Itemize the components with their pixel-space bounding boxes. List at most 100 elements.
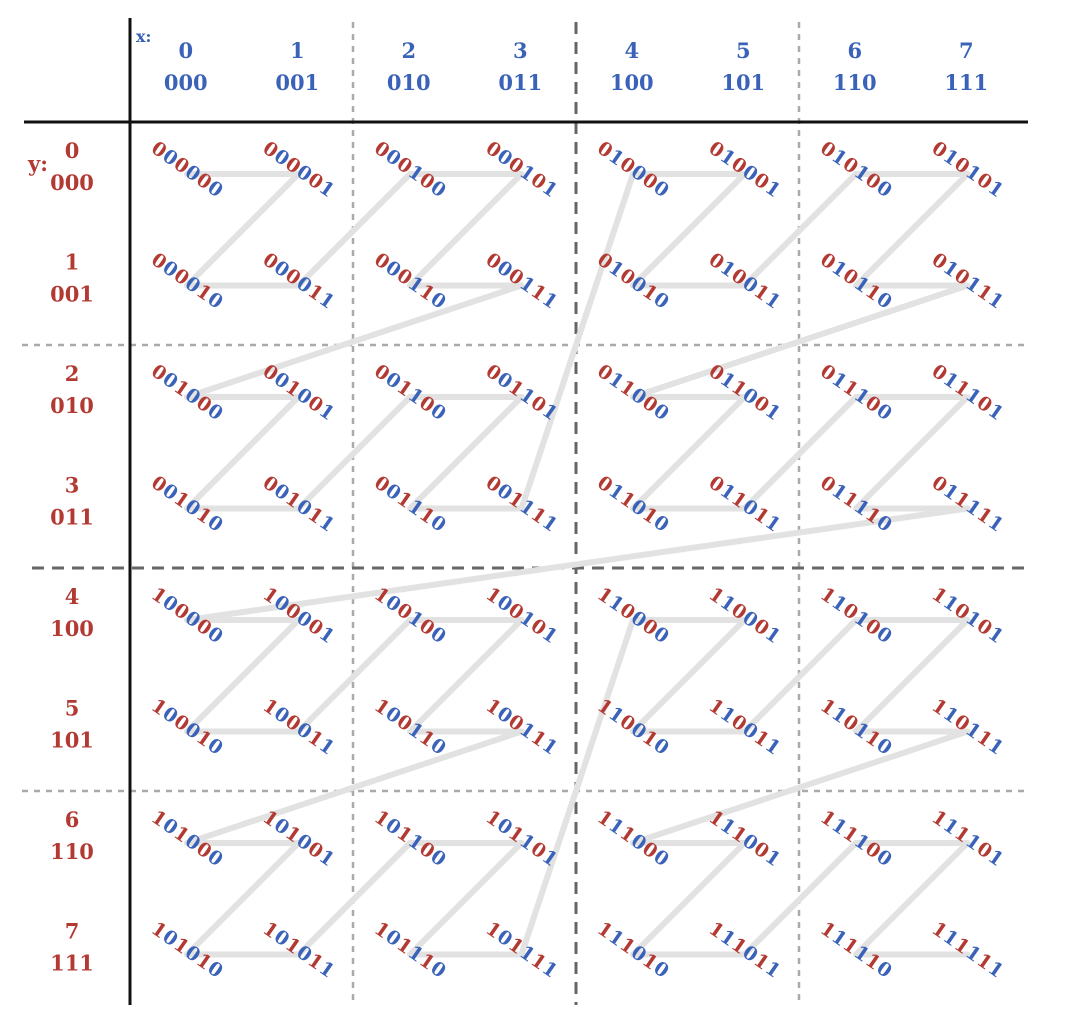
curve-segment [630, 617, 748, 735]
cell-code: 100010 [147, 695, 227, 760]
row-header-binary: 001 [50, 281, 94, 306]
curve-segment [184, 505, 971, 623]
row-header-decimal: 5 [65, 695, 80, 720]
column-header-binary: 110 [833, 70, 877, 95]
curve-segment [741, 394, 859, 512]
cell-code: 101100 [370, 806, 450, 871]
curve-segment [853, 394, 971, 512]
row-header-decimal: 0 [65, 138, 80, 163]
cell-code: 010111 [928, 249, 1008, 314]
cell-code: 000001 [259, 137, 339, 202]
cell-code: 001111 [482, 472, 562, 537]
row-header-binary: 100 [50, 616, 94, 641]
curve-segment [853, 617, 971, 735]
cell-code: 110001 [705, 583, 785, 648]
cell-code: 100000 [147, 583, 227, 648]
column-header-decimal: 6 [847, 38, 862, 63]
cell-code: 000100 [370, 137, 450, 202]
column-header-decimal: 2 [401, 38, 416, 63]
cell-code: 011111 [928, 472, 1008, 537]
cell-code: 001101 [482, 360, 562, 425]
row-header-binary: 101 [50, 727, 94, 752]
curve-segment [407, 617, 525, 735]
cell-code: 110011 [705, 695, 785, 760]
cell-code: 011101 [928, 360, 1008, 425]
row-header-decimal: 4 [65, 584, 80, 609]
curve-segment [518, 617, 636, 958]
curve-segment [630, 728, 971, 846]
row-header-binary: 111 [50, 950, 94, 975]
curve-segment [184, 394, 302, 512]
cell-code: 000000 [147, 137, 227, 202]
curve-segment [741, 840, 859, 958]
cell-code: 001100 [370, 360, 450, 425]
x-axis-label: x: [136, 27, 151, 46]
cell-code: 111001 [705, 806, 785, 871]
column-header-decimal: 3 [513, 38, 528, 63]
cell-code: 111000 [593, 806, 673, 871]
cell-code: 100100 [370, 583, 450, 648]
curve-segment [518, 171, 636, 512]
cell-code: 111101 [928, 806, 1008, 871]
curve-segment [295, 840, 413, 958]
cell-code: 001110 [370, 472, 450, 537]
curve-segment [184, 282, 525, 400]
cell-code: 101010 [147, 918, 227, 983]
row-header-binary: 011 [50, 504, 94, 529]
cell-code: 011010 [593, 472, 673, 537]
curve-segment [184, 840, 302, 958]
curve-segment [295, 171, 413, 289]
cell-code: 110010 [593, 695, 673, 760]
cell-code: 110111 [928, 695, 1008, 760]
row-header-decimal: 7 [65, 918, 80, 943]
curve-segment [184, 728, 525, 846]
column-header-decimal: 1 [290, 38, 305, 63]
cell-code: 000110 [370, 249, 450, 314]
cell-code: 000111 [482, 249, 562, 314]
axes [24, 18, 1028, 1005]
cell-code: 110100 [816, 583, 896, 648]
curve-segment [630, 394, 748, 512]
cell-code: 000010 [147, 249, 227, 314]
curve-segment [853, 171, 971, 289]
cell-code: 101111 [482, 918, 562, 983]
column-header-decimal: 7 [959, 38, 974, 63]
cell-code: 111111 [928, 918, 1008, 983]
grid-lines [22, 22, 1026, 1005]
row-header-binary: 010 [50, 393, 94, 418]
cell-code: 011001 [705, 360, 785, 425]
column-header-binary: 111 [944, 70, 988, 95]
cell-codes: 000000 000001 000100 000101 010000 010001 0101… [147, 137, 1008, 983]
curve-segment [184, 617, 302, 735]
z-order-curve [184, 171, 971, 958]
column-header-binary: 101 [721, 70, 765, 95]
row-header-decimal: 3 [65, 472, 80, 497]
cell-code: 110000 [593, 583, 673, 648]
cell-code: 100001 [259, 583, 339, 648]
cell-code: 100101 [482, 583, 562, 648]
cell-code: 101001 [259, 806, 339, 871]
cell-code: 000101 [482, 137, 562, 202]
column-header-decimal: 0 [178, 38, 193, 63]
row-header-binary: 110 [50, 839, 94, 864]
curve-segment [407, 171, 525, 289]
cell-code: 110110 [816, 695, 896, 760]
cell-code: 010101 [928, 137, 1008, 202]
column-header-binary: 011 [498, 70, 542, 95]
column-header-decimal: 4 [624, 38, 639, 63]
y-axis-label: y: [27, 151, 48, 176]
cell-code: 011100 [816, 360, 896, 425]
curve-segment [407, 840, 525, 958]
cell-code: 101101 [482, 806, 562, 871]
cell-code: 001010 [147, 472, 227, 537]
cell-code: 010011 [705, 249, 785, 314]
cell-code: 110101 [928, 583, 1008, 648]
cell-code: 111010 [593, 918, 673, 983]
cell-code: 010001 [705, 137, 785, 202]
cell-code: 001001 [259, 360, 339, 425]
curve-segment [295, 617, 413, 735]
row-header-decimal: 1 [65, 249, 80, 274]
curve-segment [407, 394, 525, 512]
